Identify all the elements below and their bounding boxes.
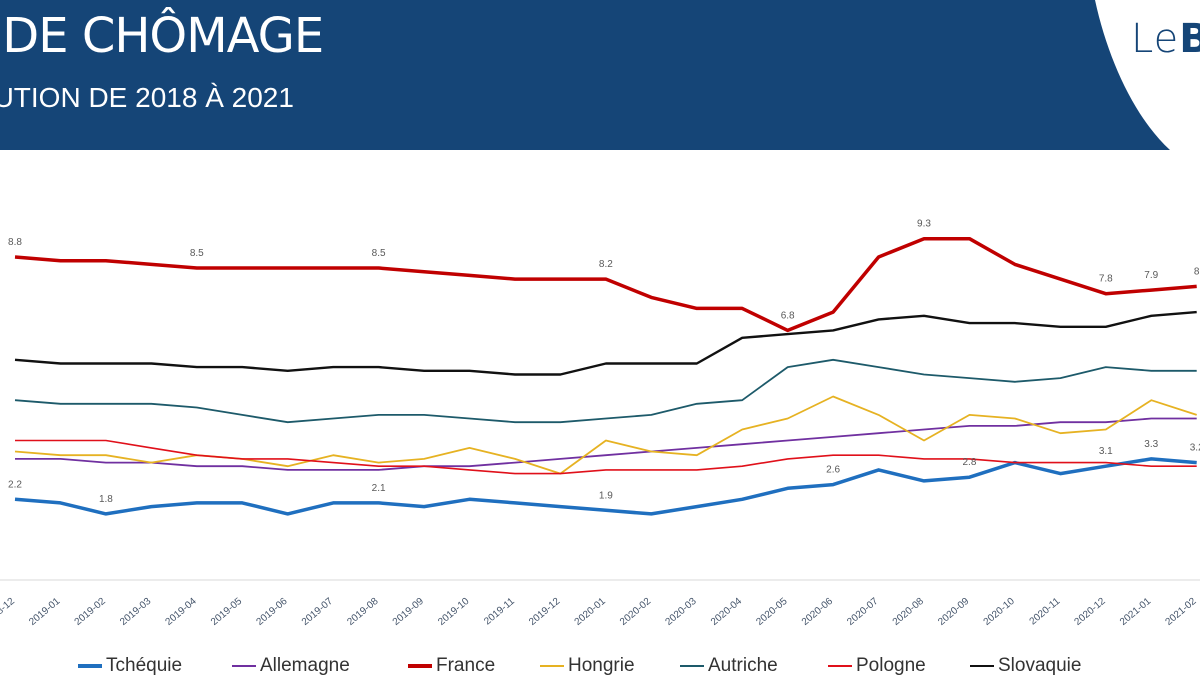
legend-label: Pologne	[856, 655, 926, 676]
x-tick-label: 2019-01	[27, 596, 63, 628]
legend-swatch	[970, 665, 994, 667]
legend-swatch	[680, 665, 704, 667]
x-tick-label: 2020-06	[800, 596, 836, 628]
chart-legend: Tchéquie Allemagne France Hongrie Autriche Po…	[0, 655, 1200, 677]
x-tick-label: 2019-12	[527, 596, 563, 628]
legend-item: Tchéquie	[78, 655, 182, 677]
x-tick-label: 2019-08	[345, 596, 381, 628]
legend-swatch	[828, 665, 852, 667]
x-tick-label: 2020-07	[845, 596, 881, 628]
legend-item: Hongrie	[540, 655, 635, 677]
x-tick-label: 2019-11	[482, 596, 517, 628]
legend-item: Autriche	[680, 655, 778, 677]
data-label: 7.9	[1144, 270, 1158, 281]
x-tick-label: 2019-10	[436, 596, 472, 628]
x-tick-label: 2020-11	[1028, 596, 1063, 628]
legend-item: France	[408, 655, 495, 677]
chart-subtitle: LUTION DE 2018 À 2021	[0, 82, 294, 113]
x-tick-label: 2019-02	[73, 596, 109, 628]
logo-text-left: Le	[1131, 16, 1180, 62]
chart-title: UX DE CHÔMAGE	[0, 8, 324, 64]
legend-item: Allemagne	[232, 655, 350, 677]
header-background	[0, 0, 1170, 150]
logo-text-right: B	[1179, 16, 1200, 62]
x-tick-label: 2021-01	[1118, 596, 1154, 628]
x-tick-label: 2019-07	[300, 596, 336, 628]
x-tick-label: 2020-01	[573, 596, 609, 628]
legend-swatch	[540, 665, 564, 667]
series-line-tchéquie	[14, 457, 1197, 516]
legend-label: Allemagne	[260, 655, 350, 676]
data-label: 8.2	[599, 259, 613, 270]
series-line-allemagne	[15, 417, 1197, 471]
data-label: 3.2	[1190, 443, 1200, 454]
legend-item: Pologne	[828, 655, 926, 677]
header-banner: UX DE CHÔMAGE LUTION DE 2018 À 2021 LeB	[0, 0, 1200, 150]
legend-swatch	[232, 665, 256, 667]
legend-label: France	[436, 655, 496, 676]
x-tick-label: 2019-05	[209, 596, 245, 628]
legend-label: Hongrie	[568, 655, 635, 676]
series-line-pologne	[15, 439, 1197, 475]
data-label: 7.8	[1099, 274, 1113, 285]
brand-logo: LeB	[1131, 16, 1200, 62]
data-label: 1.8	[99, 494, 113, 505]
x-tick-label: 2020-12	[1073, 596, 1109, 628]
legend-item: Slovaquie	[970, 655, 1081, 677]
data-label: 9.3	[917, 219, 931, 230]
x-tick-label: 2019-03	[118, 596, 154, 628]
data-label: 6.8	[781, 310, 795, 321]
data-label: 8.8	[8, 237, 22, 248]
data-label: 3.3	[1144, 439, 1158, 450]
x-tick-label: 2020-03	[663, 596, 699, 628]
data-label: 1.9	[599, 490, 613, 501]
x-tick-label: 2020-08	[891, 596, 927, 628]
line-chart: 2018-12 2019-01 2019-02 2019-03 2019-04 2019-…	[0, 219, 1200, 628]
data-label: 8.5	[372, 248, 386, 259]
x-tick-label: 2020-04	[709, 596, 745, 628]
x-tick-label: 2020-02	[618, 596, 654, 628]
x-tick-label: 2019-06	[254, 596, 290, 628]
legend-swatch	[78, 664, 102, 668]
data-label: 2.1	[372, 483, 386, 494]
x-tick-label: 2018-12	[0, 596, 17, 628]
x-tick-label: 2020-09	[936, 596, 972, 628]
x-tick-label: 2020-10	[982, 596, 1018, 628]
legend-label: Slovaquie	[998, 655, 1082, 676]
legend-swatch	[408, 664, 432, 668]
data-label: 2.2	[8, 479, 22, 490]
x-tick-label: 2019-04	[164, 596, 200, 628]
x-tick-label: 2021-02	[1163, 596, 1199, 628]
data-label: 8.5	[190, 248, 204, 259]
series-line-autriche	[14, 358, 1197, 424]
legend-label: Tchéquie	[106, 655, 183, 676]
legend-label: Autriche	[708, 655, 778, 676]
series-line-slovaquie	[14, 310, 1197, 376]
x-tick-label: 2020-05	[754, 596, 790, 628]
data-label: 8	[1194, 266, 1200, 277]
data-label: 2.8	[962, 457, 976, 468]
data-label: 2.6	[826, 465, 840, 476]
x-tick-label: 2019-09	[391, 596, 427, 628]
series-line-france	[14, 236, 1197, 333]
data-label: 3.1	[1099, 446, 1113, 457]
